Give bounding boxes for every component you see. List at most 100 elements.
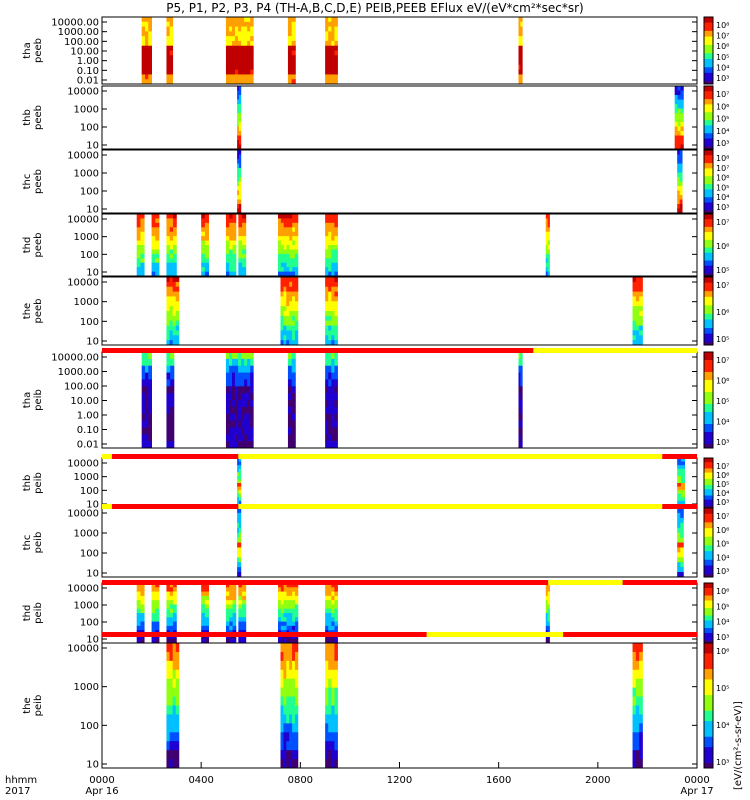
spectrogram-cell [250, 358, 254, 367]
spectrogram-cell [169, 301, 174, 307]
spectrogram-cell [201, 604, 206, 610]
spectrogram-cell [172, 643, 177, 653]
colorbar-tick-label: 10⁵ [716, 480, 729, 489]
spectrogram-cell [237, 532, 240, 538]
colorbar-tick-label: 10⁷ [716, 218, 729, 227]
spectrogram-cell [247, 372, 251, 380]
spectrogram-cell [250, 74, 254, 80]
spectrogram-cell [292, 236, 296, 241]
y-tick-label: 0.10 [77, 425, 99, 436]
spectrogram-cell [328, 320, 332, 326]
spectrogram-cell [518, 352, 521, 360]
colorbar-swatch [704, 339, 713, 343]
spectrogram-cell [635, 311, 640, 317]
spectrogram-cell [237, 90, 240, 96]
spectrogram-cell [148, 17, 152, 23]
spectrogram-cell [334, 643, 338, 653]
spectrogram-cell [238, 131, 242, 136]
colorbar-tick-label: 10⁷ [716, 90, 729, 99]
spectrogram-cell [325, 678, 329, 689]
colorbar-swatch [704, 658, 713, 665]
spectrogram-cell [204, 591, 210, 597]
spectrogram-cell [169, 249, 174, 255]
spectrogram-cell [545, 271, 549, 277]
spectrogram-cell [325, 60, 329, 66]
spectrogram-cell [155, 236, 160, 241]
panel-frame [101, 351, 698, 449]
x-tick-label: 0400 [188, 775, 213, 786]
spectrogram-cell [238, 483, 242, 487]
spectrogram-cell [151, 583, 156, 588]
panel-label-instrument: peib [33, 389, 44, 411]
spectrogram-interval [287, 17, 296, 85]
spectrogram-cell [244, 427, 248, 435]
spectrogram-cell [148, 400, 152, 408]
spectrogram-cell [225, 17, 230, 23]
spectrogram-cell [238, 365, 242, 373]
spectrogram-cell [204, 595, 210, 601]
colorbar-swatch [704, 229, 713, 233]
spectrogram-cell [331, 277, 335, 283]
spectrogram-cell [237, 512, 240, 519]
spectrogram-cell [328, 262, 332, 268]
spectrogram-cell [225, 249, 230, 255]
spectrogram-cell [242, 583, 247, 588]
colorbar-swatch [704, 36, 713, 40]
colorbar-swatch [704, 67, 713, 71]
spectrogram-cell [294, 660, 299, 671]
spectrogram-cell [237, 542, 240, 548]
spectrogram-cell [334, 253, 338, 259]
spectrogram-cell [325, 335, 329, 341]
spectrogram-cell [680, 490, 686, 495]
spectrogram-cell [674, 122, 678, 127]
spectrogram-cell [331, 320, 335, 326]
colorbar-swatch [704, 285, 713, 289]
spectrogram-cell [169, 236, 174, 241]
y-tick-label: 10000 [67, 509, 99, 520]
spectrogram-cell [328, 79, 332, 85]
spectrogram-cell [225, 621, 230, 627]
spectrogram-cell [294, 759, 299, 769]
colorbar-swatch [704, 585, 713, 589]
spectrogram-cell [280, 286, 284, 292]
spectrogram-cell [677, 508, 681, 514]
spectrogram-cell [169, 750, 174, 760]
spectrogram-cell [328, 643, 332, 653]
spectrogram-cell [169, 705, 174, 715]
spectrogram-cell [232, 262, 237, 268]
spectrogram-cell [204, 583, 210, 588]
spectrogram-cell [238, 253, 243, 259]
spectrogram-cell [632, 320, 637, 326]
spectrogram-cell [331, 64, 335, 71]
spectrogram-cell [292, 231, 296, 237]
spectrogram-cell [635, 714, 640, 724]
spectrogram-cell [244, 50, 248, 56]
spectrogram-cell [244, 17, 248, 23]
spectrogram-cell [144, 358, 149, 367]
spectrogram-cell [289, 214, 293, 219]
y-tick-label: 10000.00 [51, 353, 99, 364]
spectrogram-cell [518, 441, 521, 449]
spectrogram-cell [674, 99, 678, 105]
spectrogram-cell [287, 365, 293, 373]
spectrogram-cell [328, 678, 332, 689]
spectrogram-cell [680, 547, 684, 553]
colorbar-swatch [704, 25, 713, 29]
mode-bar-segment [563, 632, 698, 637]
spectrogram-cell [169, 26, 174, 32]
spectrogram-cell [287, 40, 293, 47]
spectrogram-cell [677, 95, 681, 100]
spectrogram-cell [518, 26, 521, 32]
spectrogram-cell [283, 277, 287, 283]
x-tick-label: 0800 [288, 775, 313, 786]
spectrogram-cell [228, 50, 233, 56]
spectrogram-cell [289, 291, 293, 297]
spectrogram-cell [294, 741, 299, 751]
spectrogram-cell [170, 427, 175, 435]
y-tick-label: 10000 [67, 584, 99, 595]
colorbar-swatch [704, 78, 713, 82]
mode-bar-segment [238, 454, 663, 459]
spectrogram-cell [547, 583, 550, 588]
